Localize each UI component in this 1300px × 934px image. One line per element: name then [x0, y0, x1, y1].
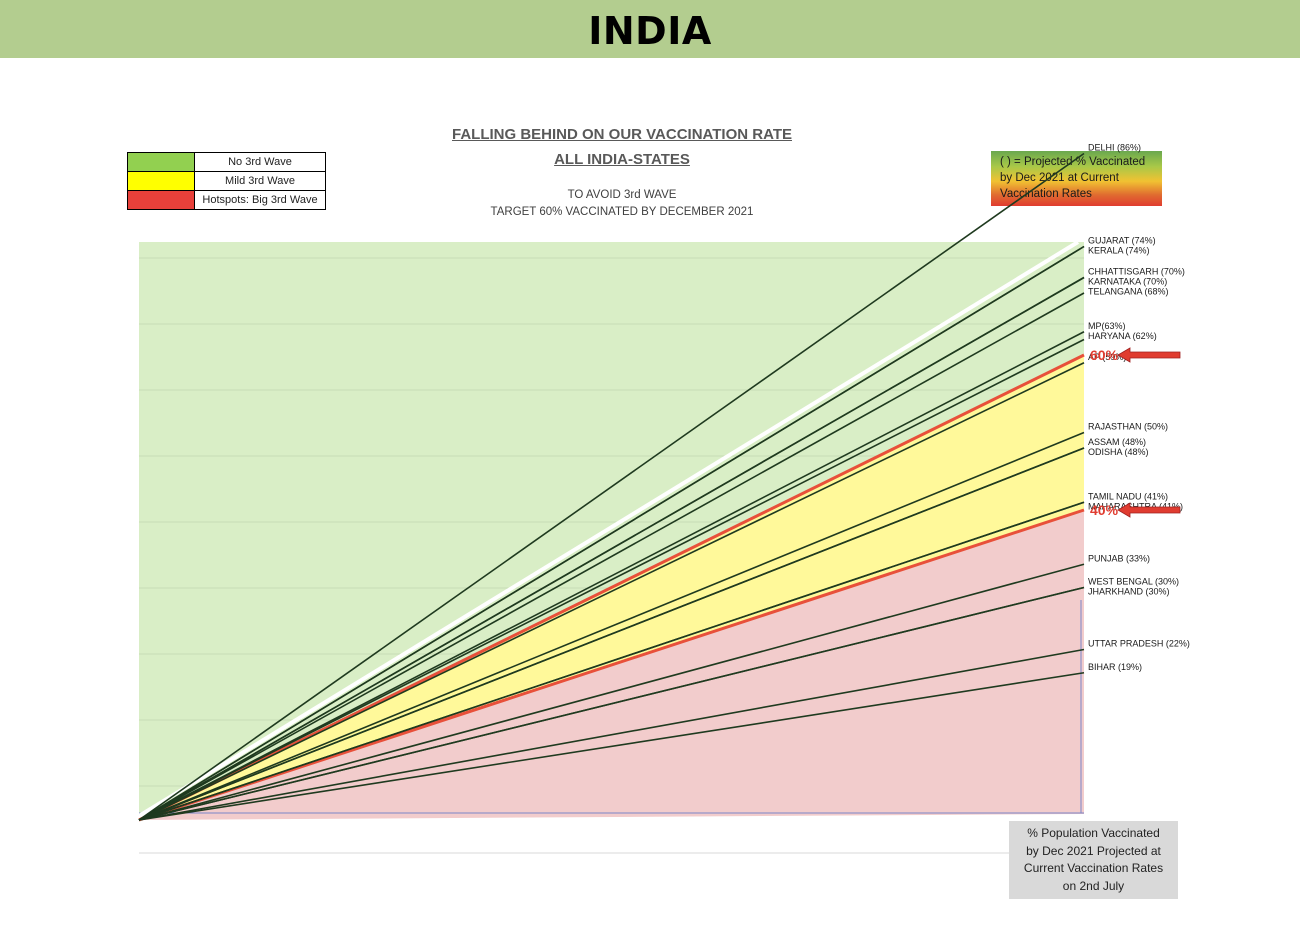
highlight-line [137, 240, 1080, 818]
state-line [138, 362, 1085, 821]
state-line [138, 586, 1085, 821]
state-label: KERALA (74%) [1088, 246, 1150, 256]
state-label: DELHI (86%) [1088, 143, 1141, 153]
state-label: WEST BENGAL (30%) [1088, 577, 1179, 587]
state-label: TAMIL NADU (41%) [1088, 491, 1168, 501]
state-line [138, 276, 1085, 821]
caption-line: on 2nd July [1062, 878, 1125, 893]
chart-title: FALLING BEHIND ON OUR VACCINATION RATE [452, 126, 792, 143]
legend-item-hotspots: Hotspots: Big 3rd Wave [127, 190, 326, 210]
legend-item-mild-wave: Mild 3rd Wave [127, 171, 326, 191]
state-label: KARNATAKA (70%) [1088, 277, 1167, 287]
legend-swatch-red [127, 190, 195, 210]
state-line [138, 501, 1085, 821]
state-label: CHHATTISGARH (70%) [1088, 267, 1185, 277]
legend-item-no-wave: No 3rd Wave [127, 152, 326, 172]
state-line [138, 648, 1085, 821]
state-line [138, 431, 1085, 821]
state-line [138, 152, 1085, 821]
state-label: BIHAR (19%) [1088, 662, 1142, 672]
projection-note: ( ) = Projected % Vaccinated by Dec 2021… [991, 151, 1162, 206]
state-label: ODISHA (48%) [1088, 447, 1149, 457]
state-line [138, 338, 1085, 821]
projection-note-line: by Dec 2021 at Current [1000, 172, 1119, 184]
legend-swatch-green [127, 152, 195, 172]
state-label: UTTAR PRADESH (22%) [1088, 639, 1190, 649]
state-line [138, 671, 1085, 821]
country-title: INDIA [588, 9, 712, 53]
state-line [138, 447, 1085, 821]
state-label: JHARKHAND (30%) [1088, 587, 1170, 597]
chart-caption: % Population Vaccinated by Dec 2021 Proj… [1009, 821, 1178, 899]
state-label: MP(63%) [1088, 321, 1126, 331]
chart-subtitle: ALL INDIA-STATES [554, 151, 690, 168]
caption-line: Current Vaccination Rates [1023, 861, 1164, 875]
target-note-line1: TO AVOID 3rd WAVE [567, 189, 677, 201]
header-banner: INDIA [0, 0, 1300, 58]
target-line [138, 353, 1085, 822]
legend-label: Hotspots: Big 3rd Wave [194, 190, 326, 210]
target-line [138, 508, 1085, 822]
state-label: RAJASTHAN (50%) [1088, 422, 1168, 432]
state-line [138, 563, 1085, 821]
state-label: GUJARAT (74%) [1088, 236, 1156, 246]
state-line [138, 245, 1085, 821]
legend: No 3rd Wave Mild 3rd Wave Hotspots: Big … [127, 152, 326, 210]
legend-label: Mild 3rd Wave [194, 171, 326, 191]
state-label: TELANGANA (68%) [1088, 287, 1169, 297]
target-arrow-icon [1117, 347, 1181, 363]
target-label: 60% [1090, 347, 1119, 363]
state-label: HARYANA (62%) [1088, 331, 1157, 341]
state-line [138, 331, 1085, 821]
caption-line: by Dec 2021 Projected at [1026, 843, 1161, 858]
legend-label: No 3rd Wave [194, 152, 326, 172]
state-label: PUNJAB (33%) [1088, 553, 1150, 563]
caption-line: % Population Vaccinated [1027, 826, 1160, 840]
state-label: ASSAM (48%) [1088, 437, 1146, 447]
state-line [138, 292, 1085, 821]
target-arrow-icon [1117, 502, 1181, 518]
target-label: 40% [1090, 502, 1119, 518]
state-label: AP (59%) [1088, 352, 1126, 362]
target-note-line2: TARGET 60% VACCINATED BY DECEMBER 2021 [490, 206, 754, 218]
state-label: MAHARASHTRA (41%) [1088, 501, 1183, 511]
